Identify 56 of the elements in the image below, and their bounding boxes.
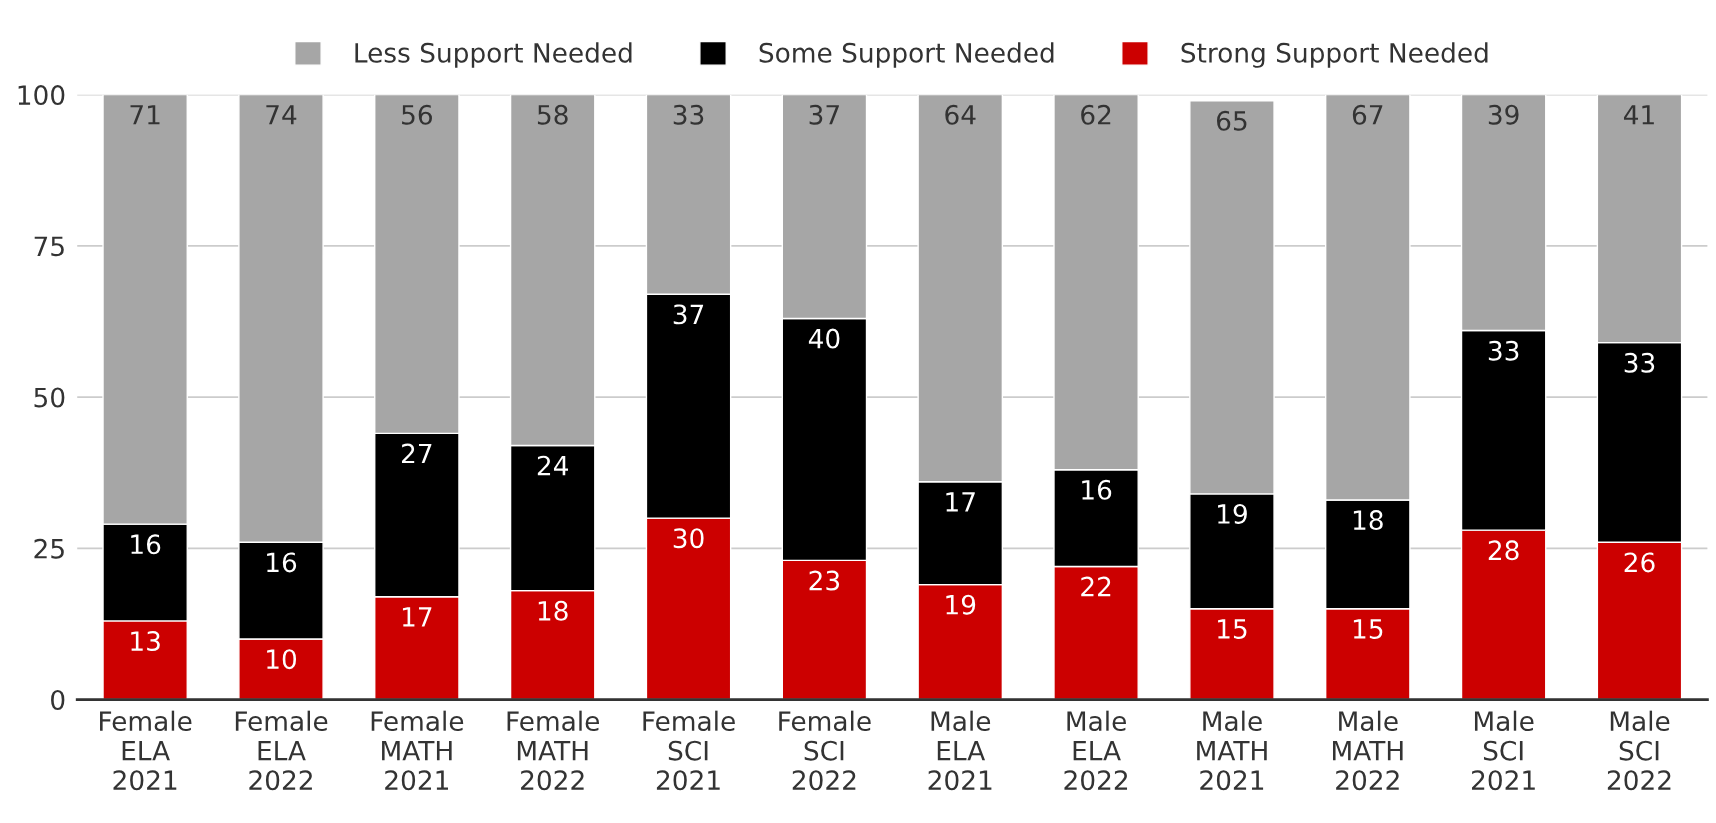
data-label: 27 xyxy=(401,443,432,464)
data-label: 10 xyxy=(267,649,297,670)
y-tick-label: 0 xyxy=(51,689,65,710)
data-label: 16 xyxy=(131,534,161,555)
legend-label: Less Support Needed xyxy=(355,42,632,68)
data-label: 65 xyxy=(1217,110,1247,131)
data-label: 13 xyxy=(131,631,160,652)
data-label: 26 xyxy=(1624,552,1655,573)
data-label: 19 xyxy=(1218,504,1247,524)
x-tick-label: Male ELA 2022 xyxy=(1064,710,1128,791)
data-label: 40 xyxy=(808,328,840,349)
data-label: 28 xyxy=(1488,540,1519,561)
data-label: 37 xyxy=(809,104,839,125)
y-tick-label: 50 xyxy=(34,387,65,408)
x-tick-label: Female ELA 2022 xyxy=(235,710,328,791)
y-tick-label: 100 xyxy=(18,85,65,106)
x-tick-label: Male ELA 2021 xyxy=(928,710,992,791)
data-label: 15 xyxy=(1353,619,1383,639)
data-label: 18 xyxy=(1353,510,1383,531)
x-tick-label: Male SCI 2022 xyxy=(1607,710,1671,791)
data-label: 23 xyxy=(809,570,840,591)
data-label: 15 xyxy=(1218,619,1247,639)
data-label: 33 xyxy=(1624,352,1655,373)
data-label: 41 xyxy=(1624,105,1654,125)
data-label: 39 xyxy=(1488,104,1519,125)
data-label: 17 xyxy=(946,492,975,512)
data-label: 22 xyxy=(1081,576,1111,597)
x-tick-label: Male SCI 2021 xyxy=(1472,710,1535,791)
data-label: 33 xyxy=(673,104,704,125)
data-label: 17 xyxy=(402,607,432,627)
data-label: 67 xyxy=(1352,104,1383,125)
data-label: 56 xyxy=(402,104,432,125)
data-label: 16 xyxy=(267,552,297,573)
x-tick-label: Male MATH 2022 xyxy=(1333,710,1403,791)
x-tick-label: Female SCI 2022 xyxy=(779,710,871,791)
y-tick-label: 25 xyxy=(34,538,64,559)
legend-label: Some Support Needed xyxy=(759,42,1054,68)
data-label: 71 xyxy=(130,105,160,125)
data-label: 33 xyxy=(1488,340,1519,361)
data-label: 18 xyxy=(538,600,568,621)
x-tick-label: Female SCI 2021 xyxy=(643,710,735,791)
x-tick-label: Female MATH 2021 xyxy=(371,710,464,791)
x-tick-label: Male MATH 2021 xyxy=(1197,710,1267,791)
x-tick-label: Female ELA 2021 xyxy=(100,710,192,791)
data-label: 19 xyxy=(946,594,976,615)
data-label: 62 xyxy=(1081,104,1111,125)
data-label: 58 xyxy=(537,104,568,125)
data-label: 64 xyxy=(945,104,976,125)
x-tick-label: Female MATH 2022 xyxy=(507,710,599,791)
legend-label: Strong Support Needed xyxy=(1181,42,1488,68)
data-label: 74 xyxy=(266,105,297,125)
data-label: 37 xyxy=(673,304,704,325)
data-label: 30 xyxy=(673,528,704,549)
data-label: 16 xyxy=(1082,479,1112,500)
y-tick-label: 75 xyxy=(34,236,64,257)
data-label: 24 xyxy=(537,455,568,476)
